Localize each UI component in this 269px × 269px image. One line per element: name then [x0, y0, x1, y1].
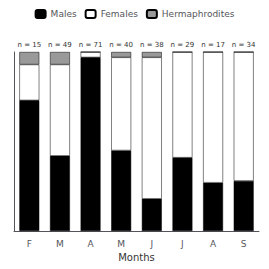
svg-text:n = 40: n = 40: [109, 41, 133, 49]
svg-text:F: F: [27, 239, 32, 249]
svg-text:A: A: [210, 239, 217, 249]
svg-text:M: M: [56, 239, 64, 249]
svg-text:A: A: [87, 239, 94, 249]
svg-text:S: S: [241, 239, 247, 249]
svg-text:n = 38: n = 38: [140, 41, 164, 49]
svg-text:M: M: [117, 239, 125, 249]
svg-text:J: J: [180, 239, 184, 249]
svg-text:n = 29: n = 29: [171, 41, 195, 49]
svg-text:Hermaphrodites: Hermaphrodites: [162, 9, 235, 19]
svg-text:n = 15: n = 15: [17, 41, 41, 49]
svg-text:Females: Females: [101, 9, 139, 19]
svg-text:Males: Males: [51, 9, 77, 19]
svg-text:n = 34: n = 34: [232, 41, 256, 49]
svg-text:Months: Months: [118, 252, 155, 263]
svg-text:n = 17: n = 17: [201, 41, 225, 49]
svg-text:J: J: [149, 239, 153, 249]
svg-text:n = 71: n = 71: [79, 41, 103, 49]
svg-text:n = 49: n = 49: [48, 41, 72, 49]
